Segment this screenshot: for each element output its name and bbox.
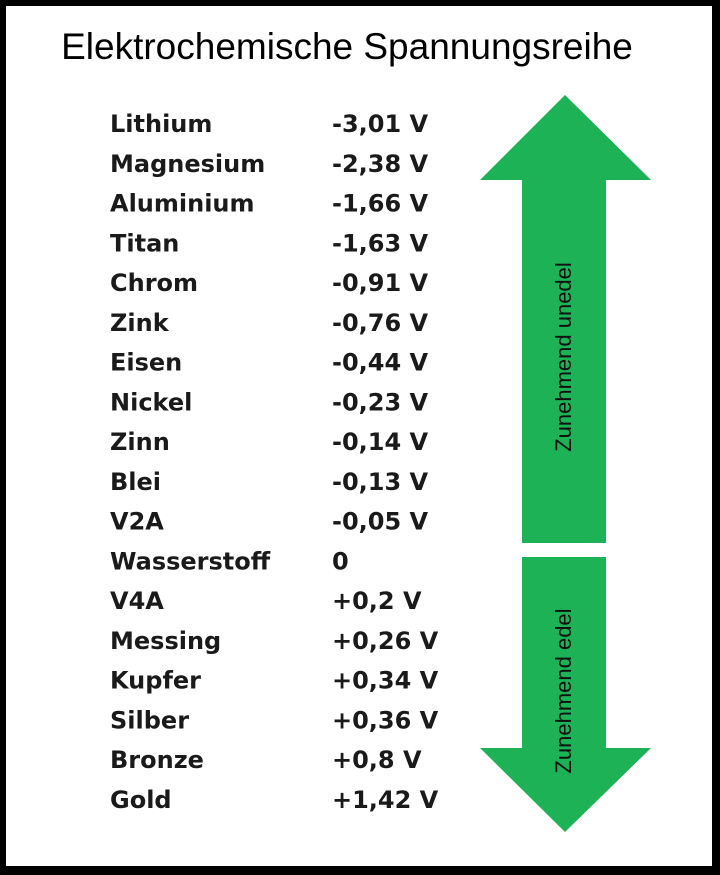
metal-name: Titan: [110, 229, 179, 257]
arrow-down: [480, 557, 651, 832]
potential: -0,76 V: [332, 309, 429, 337]
metal-name: Gold: [110, 786, 172, 814]
arrow-up-label: Zunehmend unedel: [551, 262, 576, 452]
potential: 0: [332, 547, 349, 575]
table: Lithium -3,01 V Magnesium -2,38 V Aluminium -…: [110, 110, 439, 814]
potential: -1,63 V: [332, 229, 429, 257]
metal-name: Wasserstoff: [110, 547, 271, 575]
potential: +0,2 V: [332, 587, 422, 615]
potential: -0,44 V: [332, 349, 429, 377]
potential: -0,05 V: [332, 508, 429, 536]
potential: +0,34 V: [332, 667, 439, 695]
potential: -2,38 V: [332, 150, 429, 178]
metal-name: Aluminium: [110, 190, 255, 218]
arrow-down-label: Zunehmend edel: [551, 608, 576, 773]
metal-name: Zink: [110, 309, 170, 337]
potential: +0,36 V: [332, 706, 439, 734]
potential: +1,42 V: [332, 786, 439, 814]
metal-name: Chrom: [110, 269, 198, 297]
metal-name: Kupfer: [110, 667, 201, 695]
potential: -0,13 V: [332, 468, 429, 496]
potential: -3,01 V: [332, 110, 429, 138]
metal-name: V4A: [110, 587, 164, 615]
metal-name: Zinn: [110, 428, 170, 456]
potential: +0,8 V: [332, 746, 422, 774]
metal-name: Silber: [110, 706, 189, 734]
potential: -0,14 V: [332, 428, 429, 456]
metal-name: Magnesium: [110, 150, 265, 178]
potential: -0,91 V: [332, 269, 429, 297]
metal-name: Nickel: [110, 388, 192, 416]
potential: -0,23 V: [332, 388, 429, 416]
metal-name: V2A: [110, 508, 164, 536]
metal-name: Lithium: [110, 110, 212, 138]
metal-name: Bronze: [110, 746, 204, 774]
metal-name: Messing: [110, 627, 221, 655]
metal-name: Blei: [110, 468, 161, 496]
potential: -1,66 V: [332, 190, 429, 218]
title: Elektrochemische Spannungsreihe: [61, 26, 633, 67]
potential: +0,26 V: [332, 627, 439, 655]
metal-name: Eisen: [110, 349, 182, 377]
arrow-up: [480, 95, 651, 543]
